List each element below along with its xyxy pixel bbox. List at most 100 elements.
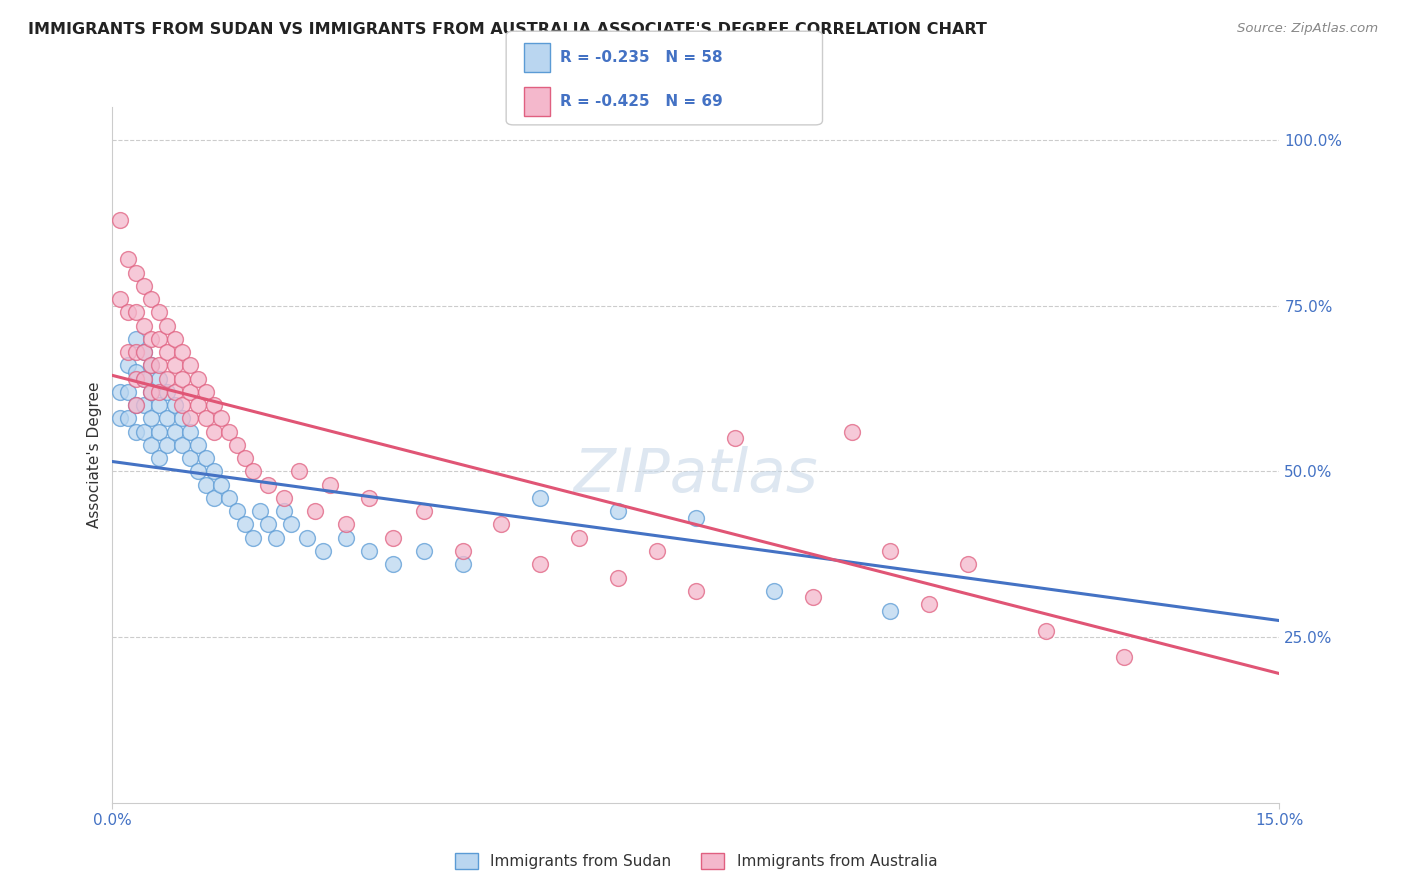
Point <box>156 438 179 452</box>
Point <box>685 583 707 598</box>
Point <box>288 465 311 479</box>
Point <box>202 491 225 505</box>
Point <box>226 504 249 518</box>
Point <box>179 411 201 425</box>
Point <box>117 359 139 373</box>
Point <box>187 465 209 479</box>
Legend: Immigrants from Sudan, Immigrants from Australia: Immigrants from Sudan, Immigrants from A… <box>449 847 943 875</box>
Point <box>273 504 295 518</box>
Point <box>179 384 201 399</box>
Point <box>132 425 155 439</box>
Point <box>117 411 139 425</box>
Point <box>132 398 155 412</box>
Point <box>233 451 256 466</box>
Text: IMMIGRANTS FROM SUDAN VS IMMIGRANTS FROM AUSTRALIA ASSOCIATE'S DEGREE CORRELATIO: IMMIGRANTS FROM SUDAN VS IMMIGRANTS FROM… <box>28 22 987 37</box>
Point <box>156 318 179 333</box>
Point <box>148 359 170 373</box>
Point <box>125 365 148 379</box>
Point <box>319 477 342 491</box>
Point <box>148 332 170 346</box>
Point <box>141 332 163 346</box>
Point <box>335 517 357 532</box>
Point <box>148 451 170 466</box>
Point <box>273 491 295 505</box>
Point <box>1112 650 1135 665</box>
Point <box>172 372 194 386</box>
Point <box>163 359 186 373</box>
Point <box>209 411 232 425</box>
Point <box>194 451 217 466</box>
Point <box>194 411 217 425</box>
Point <box>233 517 256 532</box>
Point <box>187 372 209 386</box>
Y-axis label: Associate's Degree: Associate's Degree <box>87 382 103 528</box>
Point <box>125 398 148 412</box>
Point <box>148 398 170 412</box>
Point <box>918 597 941 611</box>
Text: R = -0.425   N = 69: R = -0.425 N = 69 <box>560 94 723 109</box>
Text: R = -0.235   N = 58: R = -0.235 N = 58 <box>560 50 723 65</box>
Point <box>295 531 318 545</box>
Point <box>148 384 170 399</box>
Point <box>412 544 434 558</box>
Point <box>132 279 155 293</box>
Point <box>202 465 225 479</box>
Point <box>172 398 194 412</box>
Point <box>381 531 404 545</box>
Point <box>117 345 139 359</box>
Text: Source: ZipAtlas.com: Source: ZipAtlas.com <box>1237 22 1378 36</box>
Point <box>202 425 225 439</box>
Point <box>304 504 326 518</box>
Point <box>879 604 901 618</box>
Point <box>172 438 194 452</box>
Point <box>529 558 551 572</box>
Point <box>179 425 201 439</box>
Point <box>194 384 217 399</box>
Point <box>187 438 209 452</box>
Point <box>724 431 747 445</box>
Point <box>132 372 155 386</box>
Point <box>110 212 132 227</box>
Point <box>156 411 179 425</box>
Point <box>163 398 186 412</box>
Point <box>607 570 630 584</box>
Text: ZIPatlas: ZIPatlas <box>574 446 818 505</box>
Point <box>156 384 179 399</box>
Point <box>218 491 240 505</box>
Point <box>957 558 980 572</box>
Point <box>110 411 132 425</box>
Point <box>125 425 148 439</box>
Point <box>209 477 232 491</box>
Point <box>257 477 280 491</box>
Point <box>359 491 381 505</box>
Point <box>179 451 201 466</box>
Point <box>125 345 148 359</box>
Point <box>148 425 170 439</box>
Point <box>132 318 155 333</box>
Point <box>141 438 163 452</box>
Point <box>242 465 264 479</box>
Point <box>202 398 225 412</box>
Point <box>801 591 824 605</box>
Point <box>194 477 217 491</box>
Point <box>218 425 240 439</box>
Point <box>381 558 404 572</box>
Point <box>163 384 186 399</box>
Point <box>311 544 333 558</box>
Point <box>163 332 186 346</box>
Point <box>141 359 163 373</box>
Point <box>607 504 630 518</box>
Point <box>125 266 148 280</box>
Point <box>132 345 155 359</box>
Point <box>141 411 163 425</box>
Point <box>242 531 264 545</box>
Point <box>685 511 707 525</box>
Point <box>451 558 474 572</box>
Point <box>879 544 901 558</box>
Point <box>645 544 668 558</box>
Point <box>132 345 155 359</box>
Point <box>141 359 163 373</box>
Point <box>148 372 170 386</box>
Point <box>1035 624 1057 638</box>
Point <box>264 531 287 545</box>
